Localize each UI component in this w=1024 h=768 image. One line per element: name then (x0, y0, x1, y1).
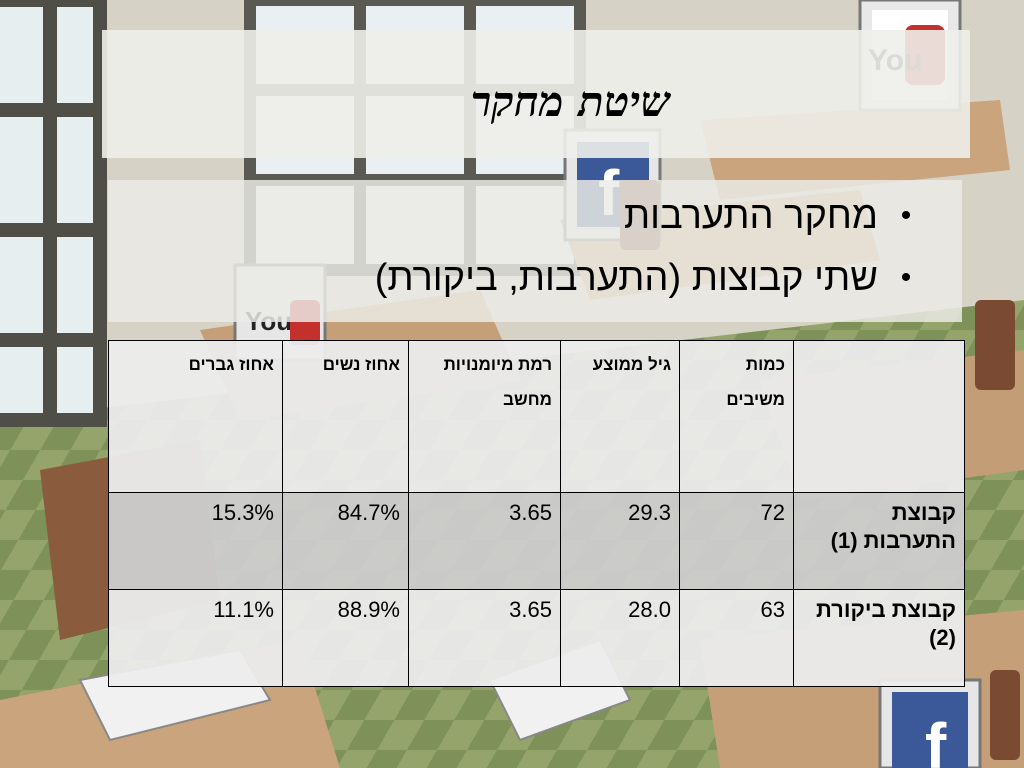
table-header-row: כמות משיבים גיל ממוצע רמת מיומנויות מחשב… (108, 340, 965, 493)
bullet-text: שתי קבוצות (התערבות, ביקורת) (374, 257, 878, 299)
cell-men-pct: 15.3% (108, 492, 283, 590)
svg-text:f: f (925, 710, 947, 768)
bullet-item: • מחקר התערבות (304, 188, 924, 250)
bullet-text: מחקר התערבות (623, 195, 878, 237)
window-left (0, 0, 107, 427)
slide-title: שיטת מחקר (470, 77, 670, 126)
header-cell-men-pct: אחוז גברים (108, 340, 283, 493)
row-label: קבוצת ביקורת (2) (793, 589, 965, 687)
cell-avg-age: 28.0 (560, 589, 680, 687)
cell-avg-age: 29.3 (560, 492, 680, 590)
cell-men-pct: 11.1% (108, 589, 283, 687)
header-cell-empty (793, 340, 965, 493)
table-row: קבוצת ביקורת (2) 63 28.0 3.65 88.9% 11.1… (108, 589, 965, 687)
cell-respondents: 72 (679, 492, 794, 590)
bullet-marker: • (900, 199, 912, 232)
cell-respondents: 63 (679, 589, 794, 687)
header-cell-computer-skill: רמת מיומנויות מחשב (408, 340, 561, 493)
header-cell-women-pct: אחוז נשים (282, 340, 409, 493)
cell-computer-skill: 3.65 (408, 589, 561, 687)
header-cell-respondents: כמות משיבים (679, 340, 794, 493)
bullet-marker: • (900, 261, 912, 294)
header-cell-avg-age: גיל ממוצע (560, 340, 680, 493)
cell-women-pct: 88.9% (282, 589, 409, 687)
content-band (108, 180, 962, 322)
cell-computer-skill: 3.65 (408, 492, 561, 590)
bullet-item: • שתי קבוצות (התערבות, ביקורת) (304, 250, 924, 312)
cell-women-pct: 84.7% (282, 492, 409, 590)
table-row: קבוצת התערבות (1) 72 29.3 3.65 84.7% 15.… (108, 492, 965, 590)
row-label: קבוצת התערבות (1) (793, 492, 965, 590)
bullet-list: • מחקר התערבות • שתי קבוצות (התערבות, ביקו… (304, 188, 924, 312)
title-band (102, 30, 970, 158)
research-groups-table: כמות משיבים גיל ממוצע רמת מיומנויות מחשב… (108, 340, 965, 687)
